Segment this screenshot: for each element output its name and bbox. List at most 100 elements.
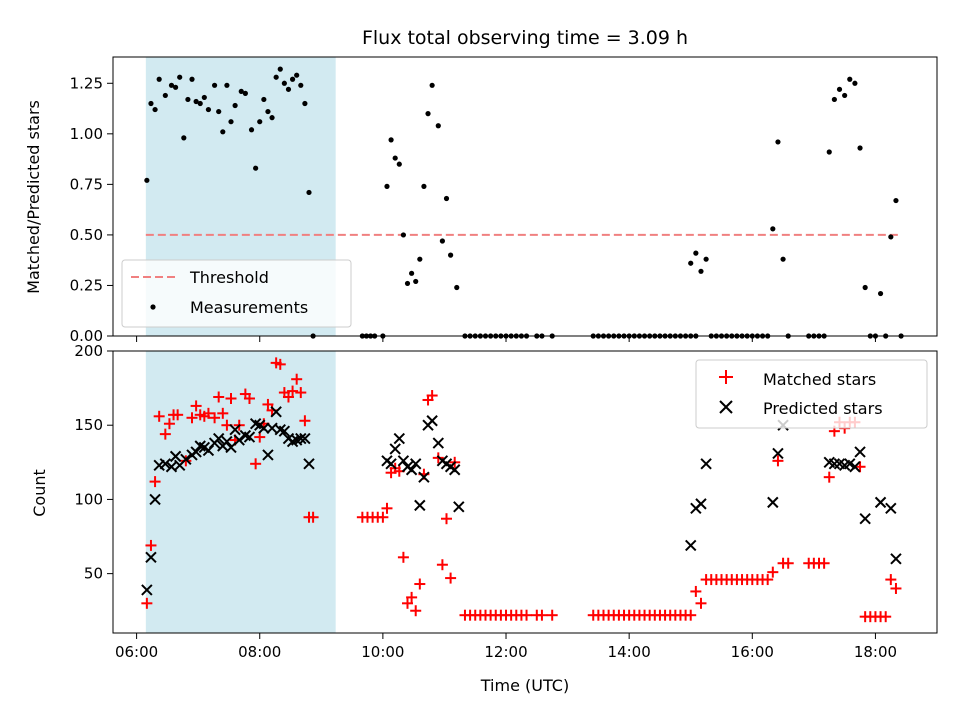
measurement-point <box>775 139 781 145</box>
predicted-stars-point <box>243 431 256 443</box>
predicted-stars-point <box>859 513 871 525</box>
x-tick-label: 12:00 <box>484 643 527 661</box>
predicted-stars-point <box>229 423 241 436</box>
matched-stars-point <box>307 511 319 523</box>
measurement-point <box>205 106 212 113</box>
predicted-stars-point <box>890 553 902 565</box>
matched-stars-point <box>295 387 307 399</box>
predicted-stars-point <box>212 432 225 445</box>
top-y-tick-label: 1.00 <box>70 125 103 143</box>
top-y-tick-label: 0.75 <box>70 175 103 193</box>
measurement-point <box>302 100 308 107</box>
matched-stars-point <box>406 591 418 603</box>
matched-stars-point <box>225 392 237 404</box>
top-y-axis: 0.00 0.25 0.50 0.75 1.00 1.25 <box>70 74 113 345</box>
matched-stars-point <box>782 557 794 569</box>
matched-stars-point <box>695 597 707 609</box>
measurement-point <box>384 183 390 189</box>
measurement-point <box>242 90 248 96</box>
x-axis-label: Time (UTC) <box>480 676 569 695</box>
measurement-point <box>261 96 267 103</box>
matched-stars-point <box>209 412 221 424</box>
matched-stars-point <box>880 611 892 623</box>
predicted-stars-series <box>141 406 902 596</box>
bottom-y-tick-label: 200 <box>74 342 103 360</box>
x-tick-label: 06:00 <box>115 643 158 661</box>
matched-stars-point <box>885 574 897 586</box>
predicted-stars-point <box>278 425 291 437</box>
matched-stars-point <box>172 409 184 421</box>
matched-stars-point <box>145 539 157 551</box>
measurement-point <box>780 256 786 262</box>
top-legend-box <box>121 259 352 328</box>
bottom-x-axis: 06:00 08:00 10:00 12:00 14:00 16:00 18:00 <box>115 633 897 661</box>
matched-stars-point <box>163 418 175 430</box>
measurement-point <box>852 80 858 86</box>
predicted-stars-point <box>426 415 438 427</box>
measurement-point <box>893 197 899 204</box>
measurement-point <box>289 76 296 82</box>
measurement-point <box>421 183 427 189</box>
measurement-point <box>189 76 195 82</box>
predicted-stars-point <box>414 499 426 512</box>
measurement-point <box>413 278 419 285</box>
matched-stars-point <box>141 597 153 609</box>
predicted-stars-point <box>190 446 202 458</box>
measurement-point <box>172 84 179 90</box>
top-y-tick-label: 0.50 <box>70 226 103 244</box>
top-y-tick-label: 1.25 <box>70 74 103 92</box>
matched-stars-point <box>377 511 389 523</box>
matched-stars-point <box>262 398 274 410</box>
bottom-y-axis: 50 100 150 200 <box>74 342 113 583</box>
matched-stars-point <box>772 455 784 467</box>
measurement-point <box>144 177 150 183</box>
matched-stars-point <box>243 392 255 404</box>
measurement-point <box>177 74 183 80</box>
measurement-point <box>168 82 175 88</box>
matched-stars-point <box>180 455 192 467</box>
measurement-point <box>688 260 694 266</box>
predicted-stars-point <box>221 435 233 448</box>
matched-stars-point <box>291 373 303 385</box>
measurement-point <box>693 250 699 256</box>
measurement-point <box>425 111 431 117</box>
measurement-point <box>224 82 230 88</box>
measurement-point <box>294 72 300 78</box>
measurement-point <box>193 98 199 105</box>
predicted-stars-point <box>303 458 315 470</box>
matched-stars-point <box>402 597 414 609</box>
top-y-tick-label: 0.25 <box>70 276 103 294</box>
matched-stars-point <box>274 358 286 370</box>
measurement-point <box>392 155 398 161</box>
x-tick-label: 16:00 <box>731 643 774 661</box>
predicted-stars-point <box>854 446 866 458</box>
measurement-point <box>253 165 259 171</box>
measurement-point <box>888 234 894 240</box>
measurement-point <box>443 195 450 202</box>
matched-stars-point <box>159 428 171 440</box>
bottom-y-tick-label: 50 <box>84 565 103 583</box>
measurement-point <box>298 82 304 88</box>
top-axes-frame <box>112 56 938 337</box>
matched-stars-legend-label: Matched stars <box>763 370 876 389</box>
matched-stars-point <box>767 566 779 578</box>
measurement-point <box>831 96 837 103</box>
matched-stars-point <box>823 471 835 483</box>
matched-stars-point <box>282 391 294 403</box>
predicted-stars-point <box>145 551 157 564</box>
measurement-point <box>285 86 292 92</box>
predicted-stars-point <box>295 432 307 445</box>
predicted-stars-point <box>772 447 784 460</box>
predicted-stars-point <box>685 539 697 552</box>
predicted-stars-point <box>233 434 245 446</box>
bottom-legend-box <box>695 359 928 429</box>
matched-stars-point <box>190 400 202 412</box>
predicted-stars-point <box>258 422 270 434</box>
predicted-stars-point <box>767 496 779 509</box>
measurement-point <box>248 127 255 133</box>
predicted-stars-point <box>700 458 712 470</box>
matched-stars-point <box>690 585 702 597</box>
bottom-legend: Matched stars Predicted stars <box>695 359 928 429</box>
matched-stars-point <box>410 605 422 617</box>
matched-stars-point <box>250 458 262 470</box>
